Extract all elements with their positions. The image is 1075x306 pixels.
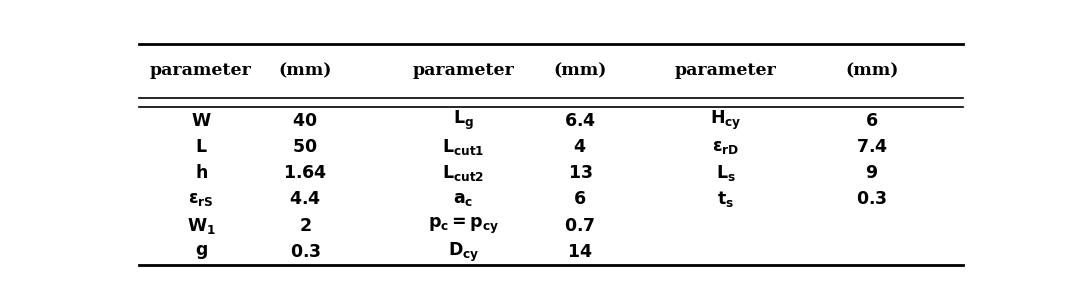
- Text: $\mathbf{1.64}$: $\mathbf{1.64}$: [283, 164, 327, 182]
- Text: $\mathbf{2}$: $\mathbf{2}$: [299, 217, 312, 235]
- Text: $\mathbf{h}$: $\mathbf{h}$: [195, 164, 207, 182]
- Text: $\mathbf{9}$: $\mathbf{9}$: [865, 164, 878, 182]
- Text: $\mathbf{0.3}$: $\mathbf{0.3}$: [856, 191, 887, 208]
- Text: parameter: parameter: [151, 62, 252, 79]
- Text: $\mathbf{L}_{\mathbf{cut1}}$: $\mathbf{L}_{\mathbf{cut1}}$: [442, 137, 485, 157]
- Text: $\mathbf{W}$: $\mathbf{W}$: [190, 112, 212, 129]
- Text: (mm): (mm): [845, 62, 899, 79]
- Text: $\mathbf{\varepsilon}_{\mathbf{rS}}$: $\mathbf{\varepsilon}_{\mathbf{rS}}$: [188, 191, 214, 208]
- Text: $\mathbf{6}$: $\mathbf{6}$: [573, 191, 587, 208]
- Text: $\mathbf{p}_{\mathbf{c}}\mathbf{=p}_{\mathbf{cy}}$: $\mathbf{p}_{\mathbf{c}}\mathbf{=p}_{\ma…: [428, 216, 499, 236]
- Text: $\mathbf{50}$: $\mathbf{50}$: [292, 138, 318, 156]
- Text: $\mathbf{W}_{\mathbf{1}}$: $\mathbf{W}_{\mathbf{1}}$: [187, 216, 215, 236]
- Text: $\mathbf{t}_{\mathbf{s}}$: $\mathbf{t}_{\mathbf{s}}$: [717, 189, 734, 210]
- Text: $\mathbf{6.4}$: $\mathbf{6.4}$: [564, 112, 596, 129]
- Text: $\mathbf{0.3}$: $\mathbf{0.3}$: [289, 243, 320, 261]
- Text: $\mathbf{6}$: $\mathbf{6}$: [865, 112, 878, 129]
- Text: parameter: parameter: [413, 62, 515, 79]
- Text: $\mathbf{13}$: $\mathbf{13}$: [568, 164, 592, 182]
- Text: $\mathbf{4}$: $\mathbf{4}$: [573, 138, 587, 156]
- Text: $\mathbf{0.7}$: $\mathbf{0.7}$: [564, 217, 596, 235]
- Text: (mm): (mm): [278, 62, 332, 79]
- Text: $\mathbf{a}_{\mathbf{c}}$: $\mathbf{a}_{\mathbf{c}}$: [454, 191, 474, 208]
- Text: $\mathbf{4.4}$: $\mathbf{4.4}$: [289, 191, 321, 208]
- Text: $\mathbf{D}_{\mathbf{cy}}$: $\mathbf{D}_{\mathbf{cy}}$: [447, 241, 479, 264]
- Text: $\mathbf{g}$: $\mathbf{g}$: [195, 243, 207, 261]
- Text: $\mathbf{7.4}$: $\mathbf{7.4}$: [856, 138, 888, 156]
- Text: parameter: parameter: [675, 62, 777, 79]
- Text: $\mathbf{L}_{\mathbf{g}}$: $\mathbf{L}_{\mathbf{g}}$: [453, 109, 474, 132]
- Text: (mm): (mm): [554, 62, 606, 79]
- Text: $\mathbf{40}$: $\mathbf{40}$: [292, 112, 318, 129]
- Text: $\mathbf{14}$: $\mathbf{14}$: [568, 243, 592, 261]
- Text: $\mathbf{L}_{\mathbf{cut2}}$: $\mathbf{L}_{\mathbf{cut2}}$: [442, 163, 485, 183]
- Text: $\mathbf{\varepsilon}_{\mathbf{rD}}$: $\mathbf{\varepsilon}_{\mathbf{rD}}$: [713, 138, 740, 156]
- Text: $\mathbf{L}_{\mathbf{s}}$: $\mathbf{L}_{\mathbf{s}}$: [716, 163, 735, 183]
- Text: $\mathbf{L}$: $\mathbf{L}$: [195, 138, 207, 156]
- Text: $\mathbf{H}_{\mathbf{cy}}$: $\mathbf{H}_{\mathbf{cy}}$: [711, 109, 742, 132]
